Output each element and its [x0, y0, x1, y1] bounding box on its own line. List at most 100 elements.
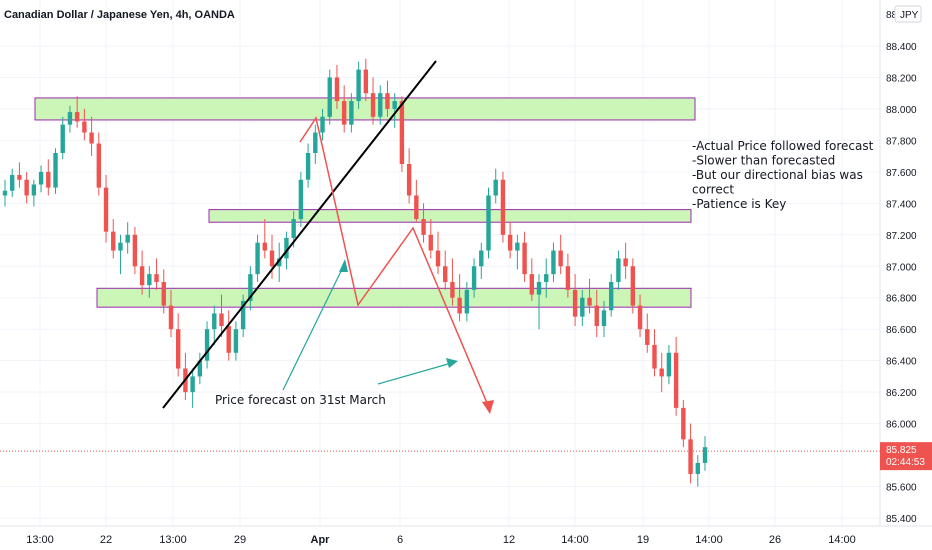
candle-body — [688, 439, 693, 474]
candle-body — [284, 237, 289, 259]
candle — [154, 258, 159, 290]
candle — [341, 85, 347, 133]
grid — [0, 0, 880, 526]
currency-label: JPY — [900, 10, 919, 21]
candle — [248, 266, 253, 311]
candle-body — [262, 242, 267, 251]
currency-badge[interactable] — [894, 5, 922, 23]
candle-body — [428, 234, 433, 251]
candle — [53, 148, 58, 194]
candle — [219, 294, 224, 338]
candle-body — [168, 305, 174, 330]
candle — [479, 242, 484, 279]
candle-body — [313, 132, 318, 153]
candle-body — [479, 250, 484, 267]
candle — [349, 93, 354, 133]
candle-body — [341, 101, 347, 125]
candle — [515, 234, 520, 270]
candle-body — [154, 274, 159, 282]
candle — [385, 80, 390, 117]
candle-body — [31, 184, 37, 196]
candle-body — [96, 143, 102, 188]
candle-body — [240, 300, 246, 330]
y-tick-label: 87.400 — [886, 199, 917, 210]
candle — [623, 242, 628, 279]
candle-body — [637, 305, 643, 330]
x-tick-label: 6 — [397, 534, 403, 546]
candle — [594, 289, 599, 338]
candle — [544, 258, 549, 298]
candle-body — [565, 266, 571, 290]
candle — [118, 234, 123, 275]
candle-body — [450, 282, 455, 298]
candle — [175, 313, 181, 377]
candle — [60, 116, 65, 160]
y-tick-label: 88.400 — [886, 42, 917, 53]
candle — [240, 294, 246, 338]
candle — [392, 93, 397, 128]
note-line: correct — [692, 183, 734, 197]
candle — [450, 258, 455, 306]
forecast-pointer-arrow-1 — [282, 262, 346, 391]
candle — [132, 226, 138, 275]
candle — [378, 85, 383, 125]
candle-body — [125, 234, 130, 243]
candle — [320, 108, 325, 141]
candle — [103, 175, 109, 243]
y-tick-label: 86.600 — [886, 325, 917, 336]
candle — [327, 69, 332, 125]
candle-body — [702, 447, 708, 463]
forecast-pointer-arrow-2 — [377, 361, 456, 385]
candle-body — [652, 344, 657, 369]
y-tick-label: 85.600 — [886, 483, 917, 494]
chart-title: Canadian Dollar / Japanese Yen, 4h, OAND… — [4, 9, 235, 21]
candle — [406, 148, 412, 204]
candle — [262, 219, 267, 259]
candle — [363, 58, 369, 102]
y-tick-label: 87.200 — [886, 231, 917, 242]
note-line: -Slower than forecasted — [692, 154, 835, 168]
candle — [652, 329, 657, 377]
candle-body — [443, 266, 448, 282]
candle-body — [161, 282, 166, 306]
candle-body — [89, 132, 94, 144]
candle-body — [2, 190, 8, 196]
candle — [637, 294, 643, 338]
candle-body — [67, 112, 73, 125]
candle-body — [147, 274, 152, 286]
candle-body — [630, 266, 636, 306]
candle — [471, 258, 477, 298]
candle-body — [536, 282, 542, 295]
candle-body — [327, 77, 332, 117]
candle — [522, 231, 527, 282]
candle — [551, 242, 556, 282]
candle-body — [305, 152, 311, 180]
candle-body — [572, 289, 578, 317]
candle-body — [399, 101, 405, 164]
candle-body — [522, 242, 527, 275]
candle — [161, 269, 166, 314]
x-tick-label: 29 — [234, 534, 246, 546]
note-line: -Patience is Key — [692, 197, 786, 211]
candle — [38, 165, 44, 193]
candle — [681, 400, 686, 448]
candle-body — [298, 179, 304, 220]
candle-body — [356, 69, 361, 102]
trend-line — [162, 60, 437, 409]
candle-body — [414, 195, 419, 220]
candle-body — [507, 234, 513, 251]
candle — [277, 242, 282, 282]
candle-body — [457, 297, 462, 314]
candle-body — [60, 124, 65, 153]
x-tick-label: 26 — [769, 534, 781, 546]
candle — [82, 108, 87, 141]
candle-body — [10, 175, 15, 191]
forecast-path — [299, 116, 491, 411]
last-price-tag: 85.825 02:44:53 — [880, 442, 932, 471]
candle-body — [544, 274, 549, 282]
candle — [645, 313, 650, 353]
candle — [233, 321, 239, 361]
candle-body — [551, 250, 556, 275]
candle — [507, 222, 513, 259]
